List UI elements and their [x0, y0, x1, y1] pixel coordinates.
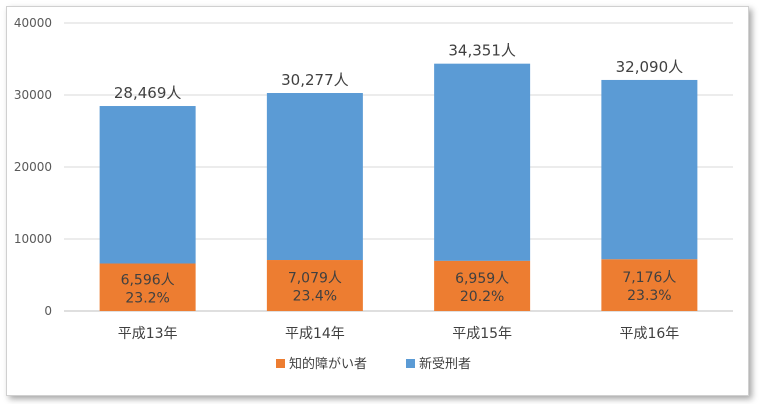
segment-data-label: 7,176人 — [622, 270, 676, 286]
segment-percent-label: 23.4% — [293, 289, 337, 305]
total-data-label: 34,351人 — [448, 42, 516, 60]
y-tick-label: 10000 — [14, 232, 52, 246]
x-category-label: 平成15年 — [452, 326, 512, 342]
total-data-label: 32,090人 — [616, 58, 684, 76]
legend-swatch-intellectual-disability — [276, 359, 285, 368]
bar-new-prisoners — [266, 93, 363, 261]
legend-swatch-new-prisoners — [406, 359, 415, 368]
segment-data-label: 7,079人 — [288, 271, 342, 287]
bar-new-prisoners — [434, 63, 531, 261]
bar-intellectual-disability — [99, 263, 196, 311]
bar-new-prisoners — [99, 106, 196, 264]
y-tick-label: 30000 — [14, 88, 52, 102]
legend-label: 新受刑者 — [419, 356, 471, 372]
x-category-label: 平成13年 — [118, 326, 178, 342]
segment-percent-label: 20.2% — [460, 289, 504, 305]
y-tick-label: 40000 — [14, 16, 52, 30]
segment-percent-label: 23.3% — [627, 288, 671, 304]
legend-label: 知的障がい者 — [289, 356, 367, 372]
total-data-label: 28,469人 — [114, 84, 182, 102]
x-category-label: 平成14年 — [285, 326, 345, 342]
segment-data-label: 6,596人 — [121, 272, 175, 288]
bar-intellectual-disability — [601, 259, 698, 311]
segment-data-label: 6,959人 — [455, 271, 509, 287]
total-data-label: 30,277人 — [281, 71, 349, 89]
bar-new-prisoners — [601, 79, 698, 260]
bar-intellectual-disability — [266, 260, 363, 311]
x-category-label: 平成16年 — [619, 326, 679, 342]
y-tick-label: 0 — [44, 304, 52, 318]
bar-intellectual-disability — [434, 260, 531, 311]
segment-percent-label: 23.2% — [125, 290, 169, 306]
y-tick-label: 20000 — [14, 160, 52, 174]
